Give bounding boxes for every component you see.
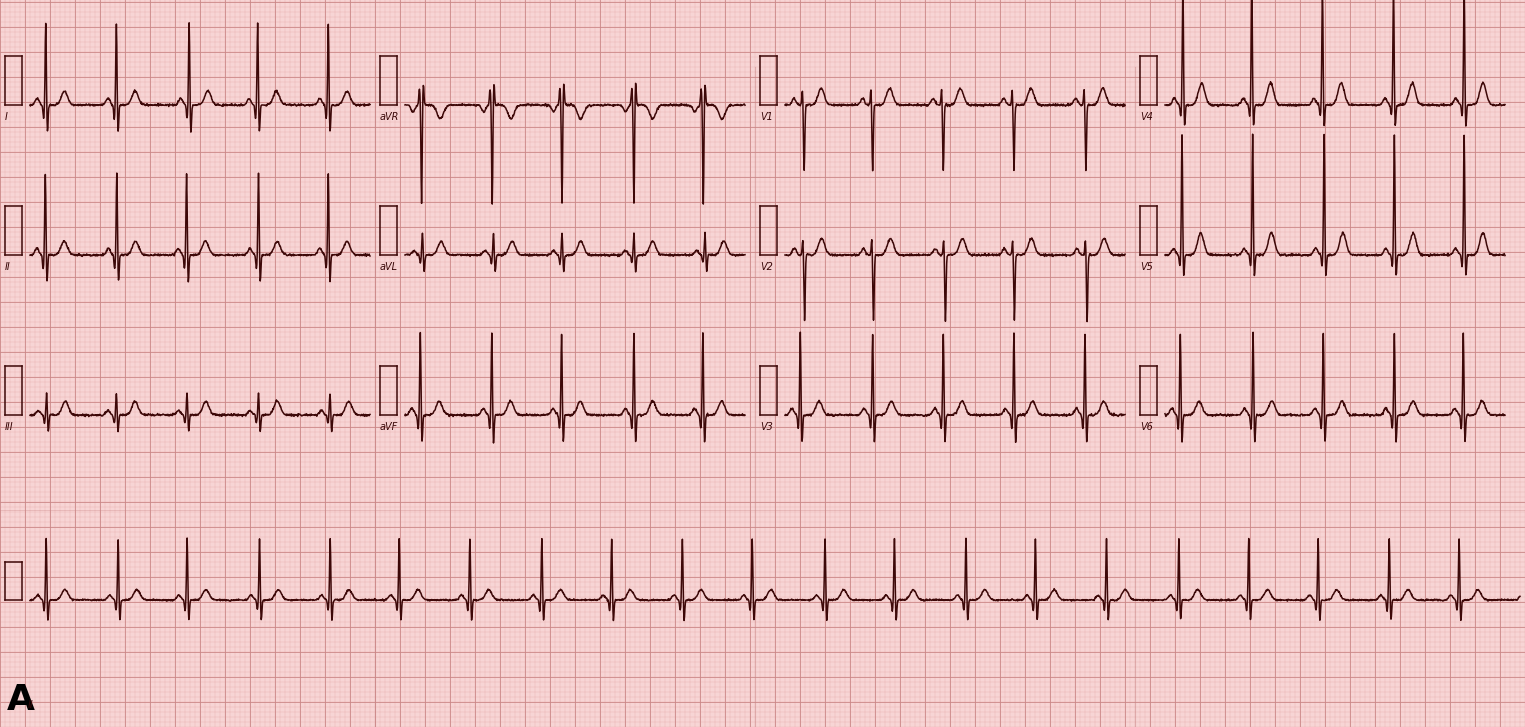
Text: aVL: aVL [380,262,398,272]
Text: V5: V5 [1141,262,1153,272]
Text: III: III [5,422,14,432]
Text: I: I [5,112,8,122]
Text: V6: V6 [1141,422,1153,432]
Text: II: II [5,262,11,272]
Text: V1: V1 [759,112,773,122]
Text: aVR: aVR [380,112,400,122]
Text: A: A [8,683,35,717]
Text: V2: V2 [759,262,773,272]
Text: V4: V4 [1141,112,1153,122]
Text: II: II [27,700,34,710]
Text: aVF: aVF [380,422,398,432]
Text: V3: V3 [759,422,773,432]
